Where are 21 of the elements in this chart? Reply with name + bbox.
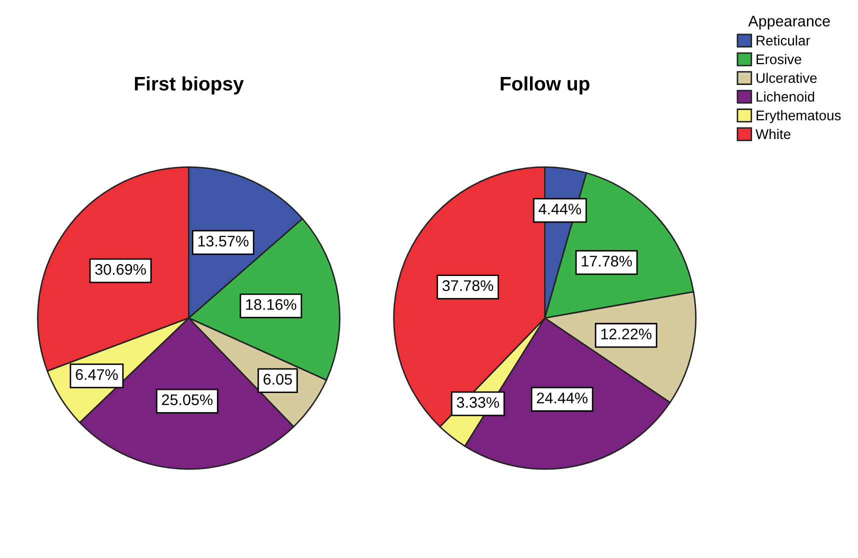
- data-label: 18.16%: [246, 299, 296, 310]
- data-label: 13.57%: [198, 236, 248, 247]
- legend-label: Ulcerative: [756, 72, 817, 83]
- data-label: 6.47%: [76, 369, 118, 380]
- data-label: 24.44%: [536, 392, 588, 404]
- data-label: 12.22%: [601, 328, 652, 340]
- data-label: 37.78%: [442, 280, 494, 292]
- data-label: 17.78%: [582, 256, 632, 267]
- chart-title: Follow up: [500, 76, 590, 94]
- data-label: 25.05%: [162, 394, 213, 406]
- data-label: 6.05: [264, 374, 292, 385]
- legend-label: Reticular: [756, 35, 810, 46]
- legend-label: Erosive: [756, 54, 802, 64]
- legend-label: Lichenoid: [756, 91, 814, 102]
- data-label: 30.69%: [95, 264, 146, 275]
- data-label: 3.33%: [456, 397, 500, 408]
- legend-label: White: [756, 128, 790, 140]
- data-label: 4.44%: [538, 204, 582, 214]
- legend-title: Appearance: [748, 16, 830, 30]
- legend-label: Erythematous: [756, 110, 841, 124]
- text: First biopsy: [134, 76, 244, 94]
